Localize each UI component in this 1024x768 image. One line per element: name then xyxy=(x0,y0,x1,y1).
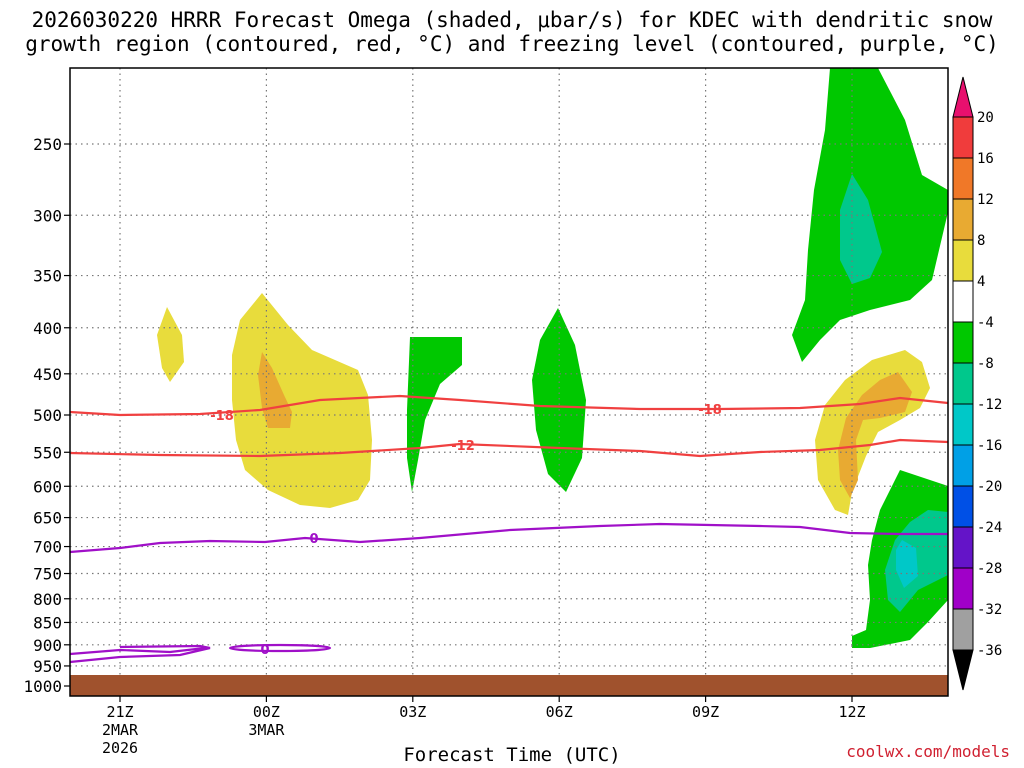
colorbar-tick-label: 20 xyxy=(977,110,994,126)
contour-label-minus18: -18 xyxy=(210,409,234,424)
omega-colorbar: 20 16 12 8 4 -4 -8 -12 -16 -20 -24 -28 -32 -36 xyxy=(952,76,1002,691)
y-tick-label: 650 xyxy=(33,509,62,528)
chart-title-line-1: 2026030220 HRRR Forecast Omega (shaded, … xyxy=(31,8,993,32)
contour-label-minus12: -12 xyxy=(451,439,475,454)
colorbar-tick-label: -36 xyxy=(977,643,1002,659)
y-tick-label: 300 xyxy=(33,206,62,225)
y-tick-label: 950 xyxy=(33,657,62,676)
omega-positive-region xyxy=(157,307,184,382)
colorbar-tick-label: -8 xyxy=(977,356,994,372)
chart-grid xyxy=(70,68,948,696)
omega-negative-region xyxy=(896,540,918,588)
x-tick-label: 21Z xyxy=(106,703,133,721)
contour-line-minus18 xyxy=(69,394,949,417)
x-tick-label: 09Z xyxy=(692,703,719,721)
omega-negative-region xyxy=(532,308,586,492)
omega-positive-region xyxy=(232,293,372,508)
x-tick-label: 00Z xyxy=(253,703,280,721)
contour-line-zero xyxy=(69,644,211,664)
y-tick-label: 450 xyxy=(33,365,62,384)
colorbar-tick-label: -4 xyxy=(977,315,994,331)
colorbar-swatch xyxy=(952,198,974,241)
y-tick-label: 250 xyxy=(33,135,62,154)
y-tick-label: 800 xyxy=(33,590,62,609)
colorbar-tick-label: -12 xyxy=(977,397,1002,413)
y-tick-label: 500 xyxy=(33,406,62,425)
ground-surface xyxy=(70,675,948,696)
colorbar-tick-label: -28 xyxy=(977,561,1002,577)
colorbar-tick-label: -20 xyxy=(977,479,1002,495)
y-tick-label: 900 xyxy=(33,636,62,655)
y-axis: 250 300 350 400 450 500 550 600 650 700 750 800 850 9… xyxy=(23,135,70,696)
freezing-level-contours: 0 0 xyxy=(69,522,948,664)
colorbar-swatch xyxy=(952,526,974,569)
x-tick-label: 3MAR xyxy=(248,721,285,739)
omega-negative-region xyxy=(407,337,462,492)
y-tick-label: 1000 xyxy=(23,677,62,696)
colorbar-bottom-triangle xyxy=(952,649,974,691)
contour-label-zero: 0 xyxy=(260,643,269,658)
contour-line-minus12 xyxy=(69,438,949,458)
chart-title-line-2: growth region (contoured, red, °C) and f… xyxy=(25,32,999,56)
contour-label-zero: 0 xyxy=(309,532,318,547)
dgz-contours: -18 -18 -12 xyxy=(69,394,949,458)
colorbar-swatch xyxy=(952,239,974,282)
colorbar-swatch xyxy=(952,403,974,446)
colorbar-tick-label: 8 xyxy=(977,233,985,249)
omega-shading xyxy=(157,68,948,648)
colorbar-tick-label: 16 xyxy=(977,151,994,167)
y-tick-label: 700 xyxy=(33,538,62,557)
colorbar-swatch xyxy=(952,444,974,487)
plot-frame xyxy=(69,67,949,697)
colorbar-tick-label: -24 xyxy=(977,520,1002,536)
colorbar-swatch xyxy=(952,485,974,528)
x-tick-label: 03Z xyxy=(399,703,426,721)
contour-label-minus18: -18 xyxy=(698,403,722,418)
omega-negative-region xyxy=(840,174,882,284)
colorbar-swatch xyxy=(952,321,974,364)
colorbar-swatch xyxy=(952,157,974,200)
y-tick-label: 400 xyxy=(33,319,62,338)
contour-line-zero xyxy=(69,522,948,554)
x-tick-label: 06Z xyxy=(546,703,573,721)
y-tick-label: 850 xyxy=(33,613,62,632)
x-axis-label: Forecast Time (UTC) xyxy=(403,744,621,766)
colorbar-tick-label: -16 xyxy=(977,438,1002,454)
credit-text: coolwx.com/models xyxy=(846,742,1010,761)
contour-line-zero xyxy=(228,643,332,653)
colorbar-tick-label: 12 xyxy=(977,192,994,208)
y-tick-label: 550 xyxy=(33,443,62,462)
colorbar-swatch xyxy=(952,280,974,323)
colorbar-tick-label: 4 xyxy=(977,274,985,290)
y-tick-label: 350 xyxy=(33,267,62,286)
y-tick-label: 750 xyxy=(33,565,62,584)
colorbar-swatch xyxy=(952,362,974,405)
colorbar-tick-label: -32 xyxy=(977,602,1002,618)
colorbar-swatch xyxy=(952,567,974,610)
x-tick-label: 2026 xyxy=(102,739,138,757)
colorbar-swatch xyxy=(952,116,974,159)
colorbar-swatch xyxy=(952,608,974,651)
x-tick-label: 2MAR xyxy=(102,721,139,739)
y-tick-label: 600 xyxy=(33,477,62,496)
x-tick-label: 12Z xyxy=(838,703,865,721)
colorbar-top-triangle xyxy=(952,76,974,118)
